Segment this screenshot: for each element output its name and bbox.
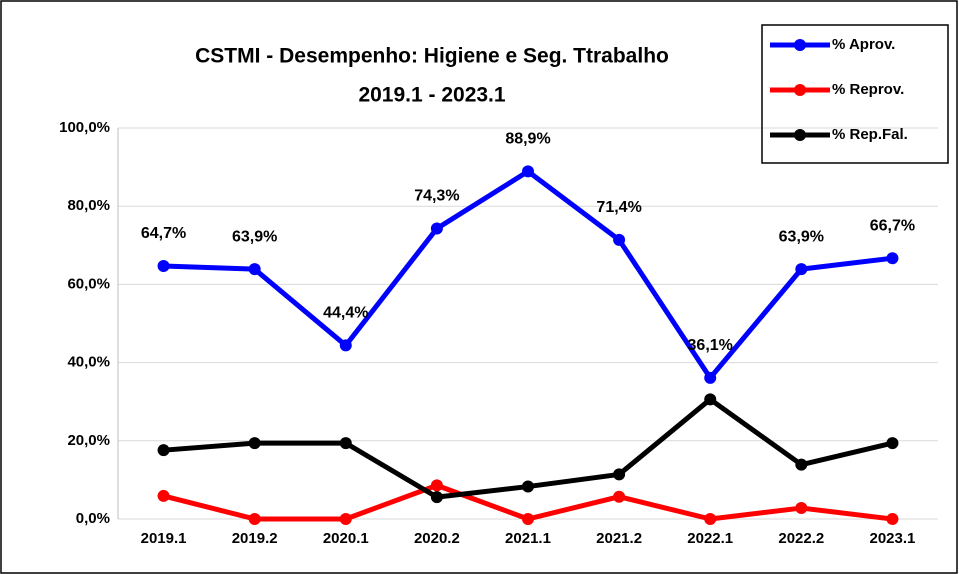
data-point [248, 437, 261, 450]
y-tick-label: 0,0% [76, 510, 110, 527]
data-label: 64,7% [141, 225, 186, 242]
legend-label: % Reprov. [832, 81, 904, 98]
y-tick-label: 20,0% [67, 432, 110, 449]
chart-subtitle: 2019.1 - 2023.1 [358, 84, 505, 107]
data-point [248, 513, 261, 525]
data-point [430, 491, 443, 504]
data-point [795, 263, 808, 276]
data-label: 71,4% [596, 199, 641, 216]
data-point [795, 458, 808, 471]
data-point [704, 393, 717, 406]
legend-label: % Rep.Fal. [832, 126, 908, 143]
data-point [522, 480, 534, 493]
y-tick-label: 40,0% [67, 354, 110, 371]
legend-box [761, 24, 949, 164]
data-label: 36,1% [688, 337, 733, 354]
data-point [157, 444, 170, 457]
data-point [430, 222, 443, 235]
y-tick-label: 100,0% [59, 119, 110, 136]
x-tick-label: 2020.1 [323, 530, 369, 547]
data-point [522, 513, 534, 525]
legend-label: % Aprov. [832, 36, 895, 53]
data-point [704, 513, 717, 525]
x-tick-label: 2022.2 [778, 530, 824, 547]
data-point [886, 252, 899, 265]
chart-title: CSTMI - Desempenho: Higiene e Seg. Ttrab… [195, 45, 669, 68]
data-label: 63,9% [232, 228, 277, 245]
y-tick-label: 60,0% [67, 275, 110, 292]
data-point [157, 489, 170, 502]
data-point [522, 165, 534, 178]
data-point [613, 468, 626, 481]
x-tick-label: 2019.2 [232, 530, 278, 547]
data-point [339, 513, 352, 525]
x-tick-label: 2019.1 [141, 530, 187, 547]
x-tick-label: 2021.2 [596, 530, 642, 547]
x-tick-label: 2023.1 [869, 530, 915, 547]
y-tick-label: 80,0% [67, 197, 110, 214]
data-point [157, 260, 170, 273]
data-point [613, 233, 626, 246]
data-point [613, 490, 626, 503]
data-point [704, 371, 717, 384]
data-point [886, 437, 899, 450]
x-tick-label: 2022.1 [687, 530, 733, 547]
data-label: 88,9% [505, 131, 550, 148]
data-label: 44,4% [323, 305, 368, 322]
legend-marker [794, 39, 806, 51]
legend-marker [794, 84, 806, 96]
x-tick-label: 2020.2 [414, 530, 460, 547]
data-point [886, 513, 899, 525]
x-tick-label: 2021.1 [505, 530, 551, 547]
data-point [339, 339, 352, 352]
data-label: 66,7% [870, 217, 915, 234]
data-point [339, 437, 352, 450]
data-point [795, 502, 808, 515]
data-point [248, 263, 261, 276]
legend-marker [794, 129, 806, 141]
data-label: 63,9% [779, 228, 824, 245]
data-point [430, 479, 443, 492]
data-label: 74,3% [414, 188, 459, 205]
